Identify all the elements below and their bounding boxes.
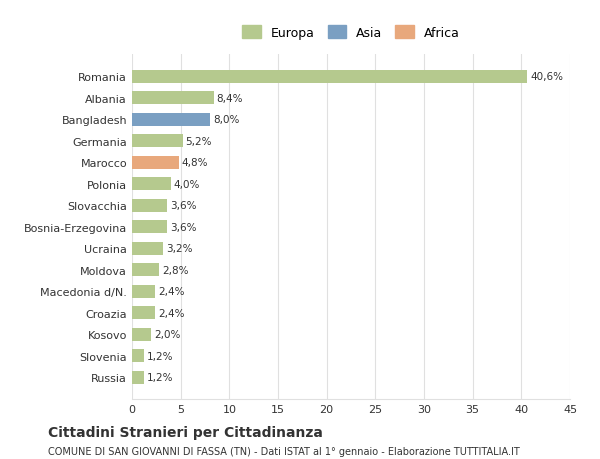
Text: 8,4%: 8,4% bbox=[217, 94, 243, 104]
Bar bbox=[132, 113, 210, 127]
Text: 3,2%: 3,2% bbox=[166, 244, 193, 254]
Bar bbox=[132, 307, 155, 319]
Text: 5,2%: 5,2% bbox=[185, 136, 212, 146]
Bar bbox=[132, 328, 151, 341]
Bar bbox=[132, 285, 155, 298]
Bar bbox=[132, 221, 167, 234]
Text: 2,4%: 2,4% bbox=[158, 286, 185, 297]
Text: 4,8%: 4,8% bbox=[182, 158, 208, 168]
Bar bbox=[132, 242, 163, 255]
Bar bbox=[132, 349, 143, 362]
Bar bbox=[132, 178, 171, 191]
Text: 2,8%: 2,8% bbox=[162, 265, 188, 275]
Text: 8,0%: 8,0% bbox=[213, 115, 239, 125]
Bar bbox=[132, 135, 182, 148]
Text: 3,6%: 3,6% bbox=[170, 222, 196, 232]
Text: 3,6%: 3,6% bbox=[170, 201, 196, 211]
Bar bbox=[132, 71, 527, 84]
Text: 40,6%: 40,6% bbox=[530, 72, 563, 82]
Text: Cittadini Stranieri per Cittadinanza: Cittadini Stranieri per Cittadinanza bbox=[48, 425, 323, 439]
Text: 1,2%: 1,2% bbox=[146, 372, 173, 382]
Bar bbox=[132, 92, 214, 105]
Bar bbox=[132, 199, 167, 212]
Bar bbox=[132, 371, 143, 384]
Bar bbox=[132, 157, 179, 169]
Text: 2,0%: 2,0% bbox=[154, 330, 181, 339]
Text: 2,4%: 2,4% bbox=[158, 308, 185, 318]
Bar bbox=[132, 263, 159, 276]
Text: 4,0%: 4,0% bbox=[174, 179, 200, 189]
Text: COMUNE DI SAN GIOVANNI DI FASSA (TN) - Dati ISTAT al 1° gennaio - Elaborazione T: COMUNE DI SAN GIOVANNI DI FASSA (TN) - D… bbox=[48, 447, 520, 456]
Text: 1,2%: 1,2% bbox=[146, 351, 173, 361]
Legend: Europa, Asia, Africa: Europa, Asia, Africa bbox=[236, 20, 466, 46]
